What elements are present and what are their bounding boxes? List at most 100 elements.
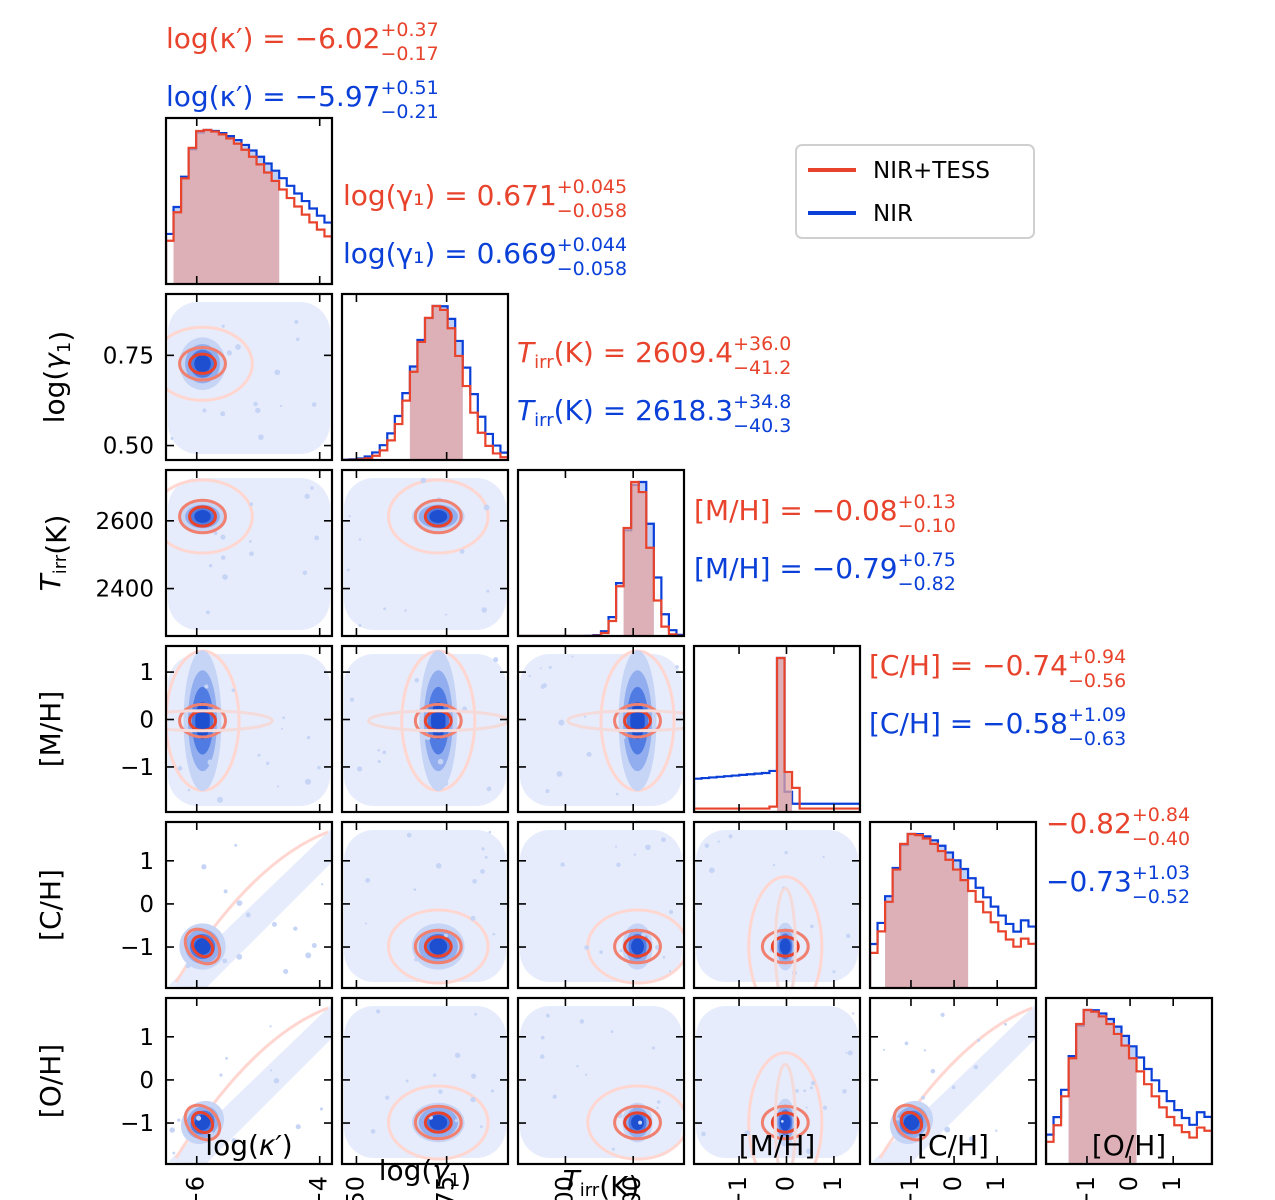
contour-speckle [177,765,183,771]
contour-speckle [377,759,381,764]
contour-speckle [586,751,592,757]
panel-frame [164,820,334,990]
contour-speckle [610,1030,614,1033]
panel-ch-vs-tirr [516,820,686,990]
contour-speckle [295,1124,301,1130]
contour-red-1 [413,702,463,739]
contour-red-1 [183,927,222,966]
contour-speckle [231,1138,237,1144]
xlabel-gamma: log(γ1) [379,1154,472,1193]
contour-red-2 [623,935,652,958]
contour-speckle [883,1048,886,1051]
panel-mh-vs-gamma [340,644,510,814]
contour-red-1 [760,1104,810,1141]
contour-speckle [896,1117,900,1121]
contour-speckle [810,1080,816,1086]
contour-outer-red [166,478,254,555]
contour-speckle [382,750,387,755]
panel-frame [516,820,686,990]
contour-fill-4 [779,938,791,955]
contour-speckle [305,952,312,959]
panel-oh-vs-tirr [516,996,686,1166]
contour-speckle [708,867,715,874]
contour-fill-4 [430,702,446,740]
contour-speckle [621,735,626,740]
contour-outer-red [586,1084,684,1161]
marginal-titles: log(κ′) = −6.02+0.37 −0.17 log(κ′) = −5.97… [166,19,1190,908]
contour-speckle [222,574,228,580]
contour-red-1 [613,928,662,965]
contour-speckle [438,1089,443,1095]
ytick-label-gamma: 0.75 [103,343,154,369]
contour-speckle [584,1073,588,1076]
contour-speckle [414,957,419,962]
contour-speckle [437,758,444,765]
contour-speckle [661,837,666,843]
contour-speckle [274,369,281,376]
contour-speckle [204,684,209,689]
hist-line-ch-nir [870,832,1036,988]
histogram-kappa [164,116,334,286]
panel-frame [340,292,510,462]
panel-mh-vs-kappa [164,644,334,814]
contour-speckle [539,667,542,670]
contour-speckle [571,655,574,658]
contour-speckle [213,531,218,536]
contour-speckle [196,1115,202,1121]
contour-speckle [558,719,565,726]
svg-text:Tirr(K) = 2618.3+34.8−40.3: Tirr(K) = 2618.3+34.8 −40.3 [517,391,791,437]
contour-speckle [273,1078,280,1084]
contour-speckle [668,970,672,973]
contour-speckle [584,945,589,950]
panel-frame [164,292,334,462]
contour-red-2 [770,1111,800,1134]
contour-speckle [221,324,225,328]
contour-red-2 [190,1110,215,1135]
contour-speckle [470,1096,476,1103]
contour-speckle [930,1068,936,1074]
panel-frame [692,996,862,1166]
contour-speckle [973,1064,979,1070]
contour-speckle [744,1130,751,1136]
contour-fill-4 [429,1114,448,1131]
contour-speckle [486,589,490,593]
contour-speckle [662,955,666,959]
panel-frame [340,820,510,990]
contour-speckle [405,1079,409,1083]
contour-speckle [809,1086,813,1090]
contour-speckle [951,1085,956,1090]
contour-speckle [236,900,243,907]
contour-speckle [641,932,647,938]
contour-speckle [375,1009,381,1014]
svg-text:log(γ₁) = 0.671+0.045−0.058: log(γ₁) = 0.671+0.045 −0.058 [343,176,627,222]
contour-speckle [187,788,191,792]
contour-speckle [319,1107,324,1111]
contour-speckle [822,1105,828,1110]
contour-speckle [545,1013,550,1018]
contour-speckle [217,796,223,803]
contour-speckle [435,862,442,869]
title-kappa-nir: log(κ′) = −5.97+0.51 −0.21 [166,77,439,123]
contour-speckle [795,1088,799,1093]
hist-line-tirr-nir [518,480,684,636]
contour-speckle [220,534,226,540]
svg-text:[M/H] = −0.08+0.13−0.10: [M/H] = −0.08+0.13 −0.10 [694,491,956,537]
title-kappa-nirtess: log(κ′) = −6.02+0.37 −0.17 [166,19,439,65]
contour-speckle [619,949,623,953]
contour-speckle [283,968,289,975]
panel-ch-vs-kappa [164,820,334,990]
contour-speckle [675,665,679,669]
hist-line-mh-nir [694,656,860,812]
contour-speckle [305,778,311,785]
panel-oh-vs-mh [692,996,862,1166]
contour-outer-red [386,1084,490,1161]
contour-speckle [271,921,277,927]
contour-speckle [236,953,243,960]
contour-speckle [311,402,317,407]
hist-fill-gamma-nirtess [409,306,463,460]
contour-speckle [904,1041,909,1046]
contour-speckle [317,765,321,770]
hist-line-oh-nirtess [1046,1008,1212,1164]
xlabel-tirr: Tirr(K) [563,1164,640,1200]
title-gamma-nir: log(γ₁) = 0.669+0.044 −0.058 [343,234,627,280]
